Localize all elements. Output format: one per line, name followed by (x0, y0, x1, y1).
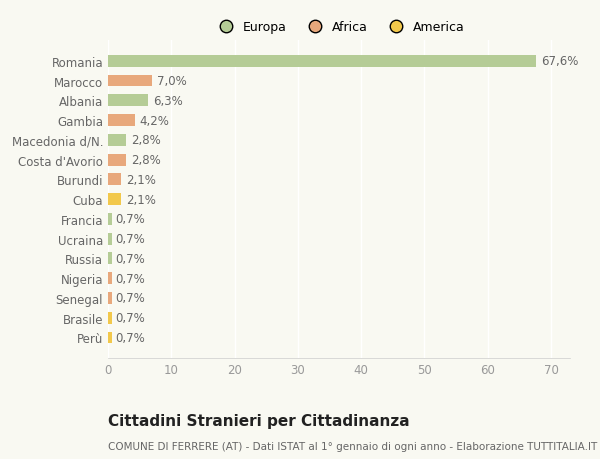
Bar (108, 194, 121, 206)
Text: 0,7%: 0,7% (115, 272, 145, 285)
Text: 0,7%: 0,7% (115, 233, 145, 246)
Text: 2,1%: 2,1% (127, 174, 156, 186)
Bar (108, 213, 112, 225)
Bar (108, 134, 126, 146)
Text: 2,1%: 2,1% (127, 193, 156, 206)
Bar (108, 253, 112, 265)
Bar (108, 174, 121, 186)
Text: 0,7%: 0,7% (115, 312, 145, 325)
Text: 2,8%: 2,8% (131, 154, 161, 167)
Bar (108, 312, 112, 324)
Bar (108, 95, 148, 107)
Text: 4,2%: 4,2% (140, 114, 170, 127)
Bar (108, 154, 126, 166)
Text: 7,0%: 7,0% (157, 75, 187, 88)
Text: 2,8%: 2,8% (131, 134, 161, 147)
Text: 0,7%: 0,7% (115, 252, 145, 265)
Bar (108, 115, 134, 127)
Bar (108, 233, 112, 245)
Text: Cittadini Stranieri per Cittadinanza: Cittadini Stranieri per Cittadinanza (108, 413, 410, 428)
Text: 0,7%: 0,7% (115, 331, 145, 344)
Legend: Europa, Africa, America: Europa, Africa, America (208, 16, 470, 39)
Text: 6,3%: 6,3% (153, 95, 182, 107)
Bar (108, 332, 112, 344)
Bar (108, 75, 152, 87)
Bar (108, 292, 112, 304)
Bar (108, 56, 536, 67)
Text: 0,7%: 0,7% (115, 213, 145, 226)
Text: 67,6%: 67,6% (541, 55, 578, 68)
Text: COMUNE DI FERRERE (AT) - Dati ISTAT al 1° gennaio di ogni anno - Elaborazione TU: COMUNE DI FERRERE (AT) - Dati ISTAT al 1… (108, 441, 597, 451)
Text: 0,7%: 0,7% (115, 292, 145, 305)
Bar (108, 273, 112, 285)
